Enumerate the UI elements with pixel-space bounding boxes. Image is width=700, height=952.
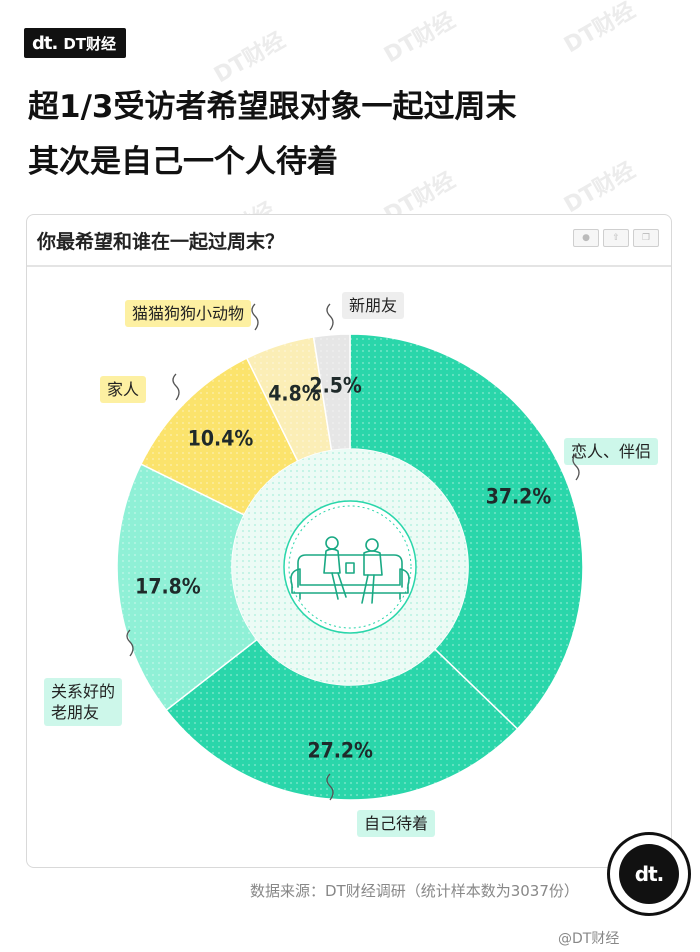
category-tag-label: 猫猫狗狗小动物	[132, 304, 244, 323]
category-tag-label: 关系好的	[51, 682, 115, 701]
brand-name: DT财经	[63, 34, 117, 53]
category-tag-label: 恋人、伴侣	[571, 442, 651, 461]
source-note: 数据来源：DT财经调研（统计样本数为3037份）	[250, 882, 579, 900]
illustration-stroke	[290, 568, 410, 594]
brand-logo: dt. DT财经	[24, 28, 127, 58]
tag-connector	[326, 303, 334, 331]
illustration-stroke	[297, 554, 403, 588]
tag-connector	[326, 773, 334, 801]
headline: 超1/3受访者希望跟对象一起过周末 其次是自己一个人待着	[28, 80, 668, 190]
category-tag-bg	[357, 810, 435, 837]
tag-connector	[172, 373, 180, 401]
category-tag-label: 老朋友	[51, 703, 99, 722]
illustration-stroke	[361, 574, 375, 604]
tag-connector	[572, 453, 580, 481]
category-tag-label: 家人	[107, 380, 139, 399]
record-icon: ●	[573, 229, 599, 247]
category-tag-bg	[44, 678, 122, 726]
category-tag-label: 新朋友	[349, 296, 397, 315]
illustration-stroke	[331, 572, 347, 600]
category-tag-bg	[100, 376, 146, 403]
window-controls: ● ⇧ ❐	[573, 229, 659, 247]
percentage-labels: 37.2% 27.2% 17.8% 10.4% 4.8%2.5%	[135, 374, 551, 763]
inner-ring	[232, 449, 468, 685]
dt-logo-icon: dt.	[32, 32, 58, 54]
illustration-stroke	[323, 548, 341, 574]
percentage-label: 17.8%	[135, 575, 201, 599]
category-tag-bg	[564, 438, 658, 465]
category-tag-bg	[342, 292, 404, 319]
category-tag-label: 自己待着	[364, 814, 428, 833]
copy-icon: ❐	[633, 229, 659, 247]
percentage-label: 10.4%	[188, 427, 254, 451]
pie-slice-texture	[166, 639, 518, 801]
pie-slice-texture	[140, 358, 298, 515]
share-icon: ⇧	[603, 229, 629, 247]
pie-slice-texture	[313, 334, 350, 451]
percentage-label: 4.8%	[268, 382, 320, 406]
card-divider	[27, 265, 671, 267]
illustration-stroke	[299, 592, 401, 600]
pie-slices	[116, 333, 584, 801]
tag-connector	[126, 629, 134, 657]
card-title: 你最希望和谁在一起过周末？	[37, 231, 285, 253]
percentage-label: 2.5%	[309, 374, 361, 398]
couch-illustration	[290, 536, 410, 604]
percentage-label: 27.2%	[307, 739, 373, 763]
pie-slice-texture	[116, 464, 257, 711]
round-logo: dt.	[607, 832, 691, 916]
pie-slice-texture	[246, 336, 332, 462]
category-tag-bg	[125, 300, 251, 327]
illustration-stroke	[363, 550, 383, 576]
headline-line-2: 其次是自己一个人待着	[28, 144, 338, 180]
dt-round-logo-icon: dt.	[619, 844, 679, 904]
illustration-stroke	[345, 562, 355, 574]
tag-connector	[251, 303, 259, 331]
percentage-label: 37.2%	[486, 485, 552, 509]
headline-line-1: 超1/3受访者希望跟对象一起过周末	[28, 89, 517, 125]
center-dashed-ring	[288, 505, 412, 629]
pie-slice-texture	[350, 334, 583, 730]
footer-watermark: @DT财经	[558, 931, 620, 947]
center-circle	[283, 500, 417, 634]
